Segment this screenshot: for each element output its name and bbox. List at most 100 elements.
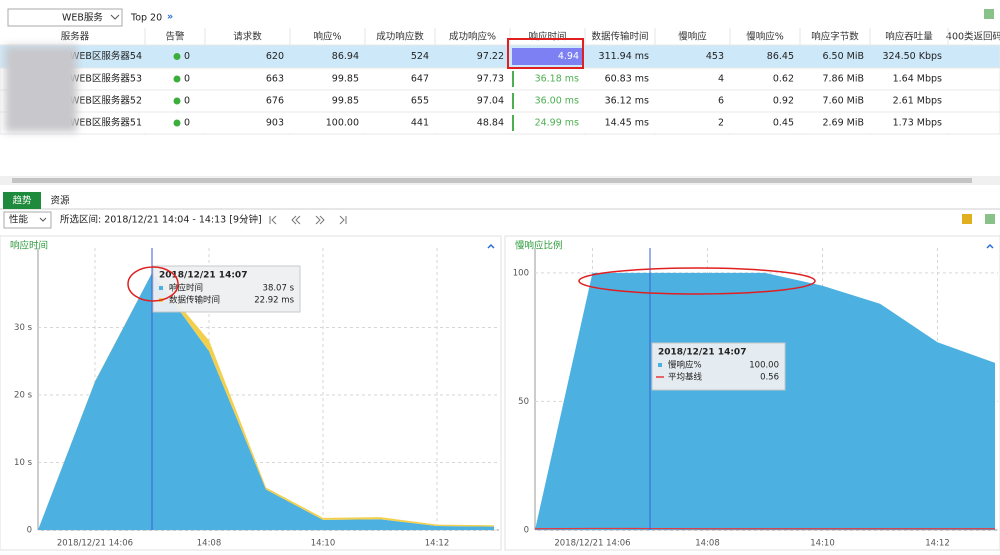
tooltip-value: 0.56 (760, 373, 779, 383)
cell: 324.50 Kbps (882, 51, 942, 62)
cell: 99.85 (332, 96, 359, 107)
y-tick-label: 0 (524, 526, 529, 536)
cell-bar (512, 115, 514, 131)
cell: 7.86 MiB (822, 74, 864, 85)
cell: 0.92 (773, 96, 794, 107)
alarm-dot (173, 119, 181, 127)
y-tick-label: 20 s (14, 391, 33, 401)
annotation-circle (127, 266, 179, 302)
cell: 453 (706, 51, 724, 62)
tooltip-series: 数据传输时间 (169, 295, 220, 306)
cell: 1.64 Mbps (893, 74, 942, 85)
cell: 86.45 (767, 51, 794, 62)
cell: 647 (411, 74, 429, 85)
cell: 2.69 MiB (822, 118, 864, 129)
tab-active[interactable] (3, 192, 41, 209)
tooltip-title: 2018/12/21 14:07 (159, 271, 247, 281)
tooltip-value: 100.00 (749, 361, 779, 371)
cell: 4.94 (558, 51, 579, 62)
column-header: 慢响应% (746, 31, 784, 43)
tab-trend[interactable]: 趋势 (12, 195, 32, 207)
alarm-dot (173, 75, 181, 83)
top-n[interactable]: Top 20 (130, 13, 162, 24)
cell: 655 (411, 96, 429, 107)
x-tick-label: 14:10 (311, 539, 336, 549)
column-header: 成功响应数 (376, 31, 424, 43)
cell: 7.60 MiB (822, 96, 864, 107)
lock-icon[interactable] (962, 214, 972, 224)
blurred-area (5, 46, 77, 132)
charts: 响应时间 0 10 s 20 s 30 s 2018/12/21 14:06 14:08 14… (10, 240, 998, 549)
cell: 97.22 (477, 51, 504, 62)
legend-swatch (159, 286, 163, 290)
cell: 620 (266, 51, 284, 62)
tooltip-value: 22.92 ms (254, 296, 294, 306)
row[interactable] (0, 111, 1000, 135)
cell-highlight (512, 48, 582, 65)
server-name: WEB区服务器53 (70, 73, 142, 85)
cell: 97.73 (477, 74, 504, 85)
legend-swatch (658, 363, 662, 367)
x-tick-label: 2018/12/21 14:06 (554, 539, 630, 549)
cell: 2 (718, 118, 724, 129)
y-tick-label: 50 (518, 397, 529, 407)
metric-label: 性能 (9, 214, 29, 226)
cell: 6 (718, 96, 724, 107)
cell: 663 (266, 74, 284, 85)
column-header: 400类返回码 (946, 31, 1000, 43)
cell: 100.00 (326, 118, 359, 129)
server-name: WEB区服务器51 (70, 117, 142, 129)
scroll-thumb[interactable] (12, 178, 972, 183)
cell: 524 (411, 51, 429, 62)
column-header: 成功响应% (449, 31, 496, 43)
tooltip-series: 平均基线 (668, 372, 703, 383)
cell: 36.18 ms (535, 74, 579, 85)
header-row (0, 28, 1000, 45)
range-label: 所选区间: 2018/12/21 14:04 - 14:13 [9分钟] (60, 214, 262, 226)
cell: 676 (266, 96, 284, 107)
server-name: WEB区服务器52 (70, 95, 142, 107)
alarm-count: 0 (184, 51, 190, 62)
alarm-dot (173, 97, 181, 105)
x-tick-label: 2018/12/21 14:06 (57, 539, 133, 549)
x-tick-label: 14:08 (197, 539, 222, 549)
x-tick-label: 14:12 (425, 539, 450, 549)
x-tick-label: 14:10 (810, 539, 835, 549)
nav-icons[interactable] (243, 215, 347, 225)
tooltip-value: 38.07 s (263, 284, 295, 294)
cell-bar (512, 93, 514, 109)
annotation-circle (578, 267, 816, 295)
alarm-count: 0 (184, 118, 190, 129)
alarm-dot (173, 53, 181, 60)
collapse-icon (487, 243, 495, 249)
cell: 36.12 ms (605, 96, 649, 107)
dropdown-arrow (110, 14, 120, 20)
highlight-box (507, 38, 584, 69)
tab-resource[interactable]: 资源 (50, 196, 70, 207)
cell-bar (512, 71, 514, 87)
cell: 1.73 Mbps (893, 118, 942, 129)
metric-select[interactable] (3, 211, 52, 229)
column-header: 数据传输时间 (591, 31, 648, 43)
cell: 6.50 MiB (822, 51, 864, 62)
cell: 311.94 ms (599, 51, 650, 62)
y-tick-label: 100 (513, 268, 529, 278)
column-header: 请求数 (233, 31, 262, 43)
more-button[interactable]: » (167, 12, 173, 23)
export-icon-2[interactable] (985, 214, 995, 224)
cell: 86.94 (332, 51, 359, 62)
tooltip-series: 慢响应% (668, 360, 702, 371)
tooltip-series: 响应时间 (169, 283, 203, 294)
cell: 441 (411, 118, 429, 129)
column-header: 服务器 (61, 31, 90, 43)
service-dropdown[interactable] (7, 8, 123, 27)
export-icon[interactable] (984, 9, 994, 19)
chart-title: 慢响应比例 (515, 240, 563, 252)
service-label: WEB服务 (62, 12, 103, 24)
y-tick-label: 0 (27, 526, 32, 536)
cell: 60.83 ms (605, 74, 649, 85)
cell: 0.45 (773, 118, 794, 129)
column-header: 告警 (165, 31, 185, 43)
chart-title: 响应时间 (10, 240, 48, 252)
